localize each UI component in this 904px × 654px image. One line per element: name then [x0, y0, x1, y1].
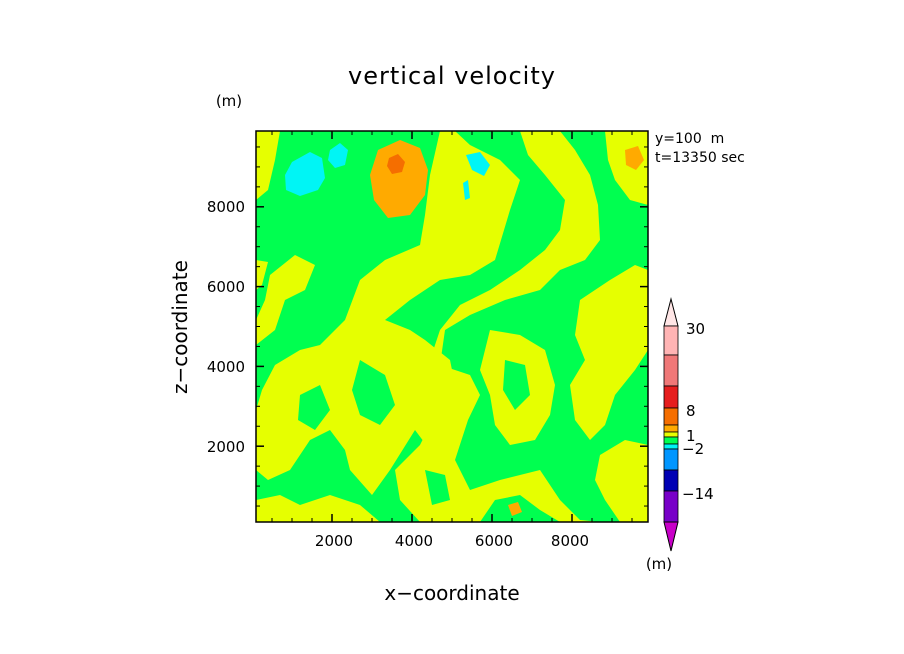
contour-level-neutral — [298, 360, 530, 505]
colorbar-label: −2 — [682, 440, 704, 458]
contour-region — [625, 146, 644, 170]
major-ticks — [256, 131, 648, 522]
colorbar-label: −14 — [682, 485, 714, 503]
contour-region — [463, 180, 470, 200]
contour-region — [256, 255, 315, 345]
colorbar-segment — [663, 431, 679, 438]
x-tick-labels: 2000 4000 6000 8000 — [315, 532, 589, 550]
contour-region — [387, 154, 405, 174]
colorbar-top-arrow — [663, 297, 679, 327]
colorbar-label: 1 — [686, 427, 696, 445]
x-axis-label: x−coordinate — [384, 581, 519, 605]
contour-region — [352, 360, 395, 425]
contour-region — [395, 131, 600, 522]
colorbar-label: 30 — [686, 320, 705, 338]
minor-ticks — [256, 131, 648, 522]
colorbar-segment — [663, 443, 679, 450]
contour-region — [466, 152, 490, 176]
contour-region — [370, 140, 428, 218]
y-tick-label: 8000 — [207, 198, 245, 216]
contour-region — [570, 265, 648, 440]
colorbar-bottom-arrow — [663, 521, 679, 552]
colorbar-unit: (m) — [646, 555, 672, 573]
colorbar-segment — [663, 490, 679, 523]
colorbar-segment — [663, 325, 679, 356]
contour-region — [298, 385, 330, 430]
annotation-time: t=13350 sec — [655, 150, 745, 166]
y-axis-label: z−coordinate — [168, 260, 192, 394]
contour-region — [256, 495, 380, 522]
contour-region — [425, 470, 450, 505]
y-tick-label: 4000 — [207, 358, 245, 376]
contour-level-negative-weak — [285, 143, 490, 200]
chart-title: vertical velocity — [348, 62, 556, 90]
contour-fill — [256, 131, 648, 522]
contour-region — [285, 152, 325, 196]
colorbar-segment — [663, 448, 679, 471]
contour-region — [256, 260, 268, 290]
contour-region — [508, 502, 522, 516]
y-tick-label: 2000 — [207, 438, 245, 456]
x-tick-label: 4000 — [395, 532, 433, 550]
colorbar-labels: 30 8 1 −2 −14 — [682, 320, 714, 503]
colorbar-segment — [663, 354, 679, 387]
colorbar-segment — [663, 407, 679, 426]
colorbar-label: 8 — [686, 402, 696, 420]
y-tick-labels: 2000 4000 6000 8000 — [207, 198, 245, 456]
colorbar — [663, 297, 679, 552]
annotation-y-position: y=100 m — [655, 131, 724, 147]
contour-level-positive-mid — [370, 140, 644, 516]
x-tick-label: 2000 — [315, 532, 353, 550]
contour-region — [328, 143, 348, 168]
colorbar-segment — [663, 424, 679, 433]
x-tick-label: 6000 — [475, 532, 513, 550]
colorbar-segment — [663, 469, 679, 492]
contour-region — [595, 440, 648, 522]
x-tick-label: 8000 — [551, 532, 589, 550]
contour-region — [503, 360, 530, 410]
colorbar-segment — [663, 436, 679, 445]
y-tick-label: 6000 — [207, 278, 245, 296]
contour-level-positive-strong — [387, 154, 405, 174]
y-axis-unit: (m) — [216, 92, 242, 110]
colorbar-segment — [663, 385, 679, 409]
contour-region — [256, 131, 280, 200]
